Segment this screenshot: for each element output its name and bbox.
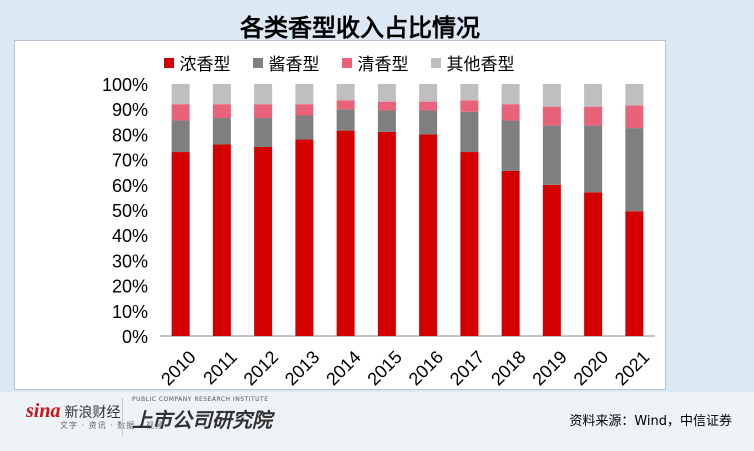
bar-segment <box>171 120 190 153</box>
bar-segment <box>254 84 273 105</box>
x-tick-label: 2021 <box>611 347 653 389</box>
bar-segment <box>542 125 561 185</box>
bar-segment <box>625 105 644 129</box>
bar-segment <box>419 101 438 111</box>
legend-item: 清香型 <box>341 50 409 75</box>
bar-segment <box>501 170 520 336</box>
bar-segment <box>625 211 644 336</box>
bar-segment <box>542 184 561 336</box>
bar-segment <box>419 84 438 102</box>
y-tick-label: 50% <box>112 201 148 221</box>
sina-tagline: 文字 · 资讯 · 数据 · 视频 <box>60 421 164 430</box>
bar-segment <box>584 84 603 107</box>
bar-segment <box>336 130 355 336</box>
y-tick-label: 90% <box>112 100 148 120</box>
bar-segment <box>542 84 561 107</box>
bar-segment <box>295 139 314 336</box>
bar-segment <box>460 84 479 101</box>
bar-segment <box>295 84 314 105</box>
legend-item: 浓香型 <box>163 50 231 75</box>
x-tick-label: 2015 <box>363 347 405 389</box>
bar-segment <box>377 110 396 132</box>
legend-item: 其他香型 <box>430 50 515 75</box>
y-tick-label: 0% <box>122 327 148 347</box>
bar-segment <box>212 118 231 145</box>
stacked-bar-plot: 0%10%20%30%40%50%60%70%80%90%100%2010 201… <box>102 75 655 389</box>
sina-logo: sina 新浪财经 <box>26 400 120 423</box>
bar-segment <box>419 110 438 135</box>
bar-segment <box>460 111 479 153</box>
x-tick-label: 2016 <box>405 347 447 389</box>
bar-segment <box>377 131 396 336</box>
bar-segment <box>171 104 190 121</box>
y-tick-label: 10% <box>112 302 148 322</box>
footer-divider <box>122 398 123 436</box>
bar-segment <box>584 125 603 193</box>
legend-item: 酱香型 <box>252 50 320 75</box>
bar-segment <box>501 84 520 105</box>
footer: sina 新浪财经 文字 · 资讯 · 数据 · 视频 PUBLIC COMPA… <box>0 392 754 451</box>
bar-segment <box>295 115 314 140</box>
bar-segment <box>212 104 231 119</box>
legend-swatch <box>252 57 263 68</box>
sina-brand-name: 新浪财经 <box>64 404 121 421</box>
legend: 浓香型 酱香型 清香型 其他香型 <box>14 50 664 75</box>
bar-segment <box>377 84 396 102</box>
bar-segment <box>254 147 273 336</box>
x-tick-label: 2013 <box>281 347 323 389</box>
bar-segment <box>419 134 438 336</box>
sina-logo-mark: sina <box>26 400 61 422</box>
bar-segment <box>336 100 355 110</box>
bar-segment <box>625 128 644 212</box>
y-tick-label: 40% <box>112 226 148 246</box>
bar-segment <box>336 84 355 101</box>
x-tick-label: 2018 <box>487 347 529 389</box>
bar-segment <box>254 118 273 147</box>
legend-label: 清香型 <box>357 55 409 75</box>
y-tick-label: 80% <box>112 125 148 145</box>
y-tick-label: 70% <box>112 151 148 171</box>
bar-segment <box>584 106 603 126</box>
x-tick-label: 2011 <box>199 347 241 389</box>
institute-name-cn: 上市公司研究院 <box>132 408 272 432</box>
x-tick-label: 2017 <box>446 347 488 389</box>
legend-label: 其他香型 <box>446 55 515 75</box>
bar-segment <box>295 104 314 116</box>
x-tick-label: 2014 <box>322 347 364 389</box>
legend-label: 酱香型 <box>268 55 320 75</box>
bar-segment <box>584 192 603 336</box>
bar-segment <box>501 104 520 121</box>
bar-segment <box>460 100 479 112</box>
legend-label: 浓香型 <box>179 55 231 75</box>
source-note: 资料来源：Wind，中信证券 <box>569 414 732 429</box>
institute-logo: PUBLIC COMPANY RESEARCH INSTITUTE 上市公司研究… <box>132 396 272 433</box>
legend-swatch <box>341 57 352 68</box>
y-tick-label: 60% <box>112 176 148 196</box>
legend-swatch <box>163 57 174 68</box>
bar-segment <box>377 101 396 111</box>
bar-segment <box>542 106 561 126</box>
bar-segment <box>336 109 355 131</box>
bar-segment <box>625 84 644 106</box>
x-tick-label: 2010 <box>157 347 199 389</box>
x-tick-label: 2012 <box>240 347 282 389</box>
chart-title: 各类香型收入占比情况 <box>240 14 480 42</box>
bar-segment <box>212 144 231 336</box>
y-tick-label: 30% <box>112 251 148 271</box>
bar-segment <box>171 84 190 105</box>
institute-name-en: PUBLIC COMPANY RESEARCH INSTITUTE <box>132 396 269 403</box>
bar-segment <box>254 104 273 119</box>
y-tick-label: 20% <box>112 277 148 297</box>
y-tick-label: 100% <box>102 75 148 95</box>
bar-segment <box>460 152 479 336</box>
bar-segment <box>171 152 190 336</box>
bar-segment <box>501 120 520 171</box>
legend-swatch <box>430 57 441 68</box>
bar-segment <box>212 84 231 105</box>
x-tick-label: 2019 <box>528 347 570 389</box>
x-tick-label: 2020 <box>570 347 612 389</box>
